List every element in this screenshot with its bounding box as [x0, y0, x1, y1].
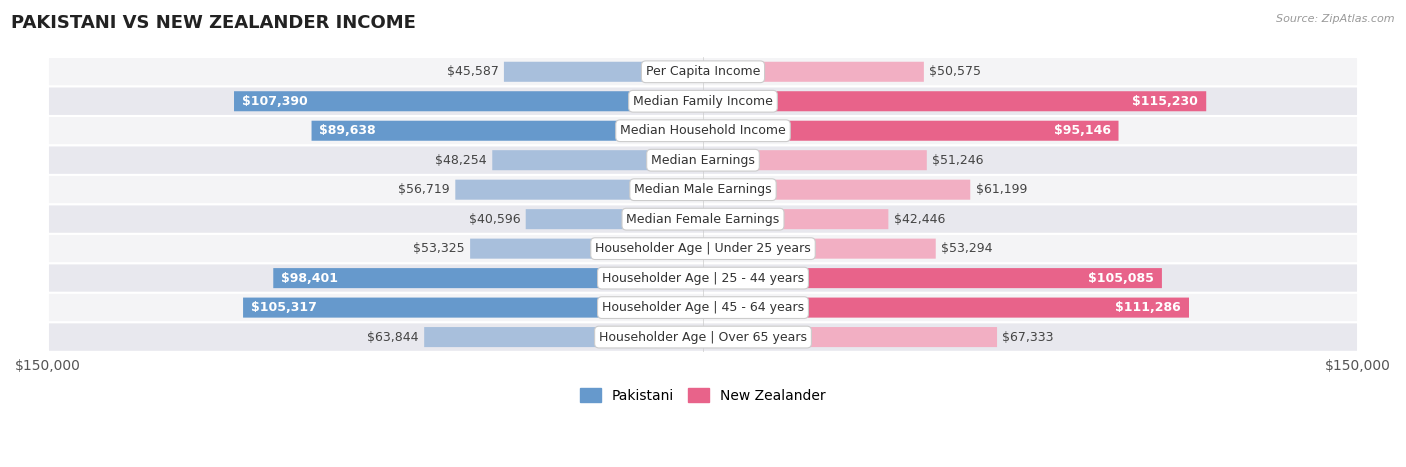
FancyBboxPatch shape [703, 297, 1189, 318]
FancyBboxPatch shape [703, 150, 927, 170]
Text: $51,246: $51,246 [932, 154, 984, 167]
Text: $115,230: $115,230 [1132, 95, 1198, 108]
Text: Median Household Income: Median Household Income [620, 124, 786, 137]
Text: $67,333: $67,333 [1002, 331, 1053, 344]
FancyBboxPatch shape [703, 209, 889, 229]
Text: $53,325: $53,325 [413, 242, 465, 255]
FancyBboxPatch shape [703, 268, 1161, 288]
Text: Median Male Earnings: Median Male Earnings [634, 183, 772, 196]
FancyBboxPatch shape [503, 62, 703, 82]
FancyBboxPatch shape [703, 239, 936, 259]
FancyBboxPatch shape [273, 268, 703, 288]
Text: Median Family Income: Median Family Income [633, 95, 773, 108]
Text: $45,587: $45,587 [447, 65, 499, 78]
FancyBboxPatch shape [48, 145, 1358, 175]
Text: $95,146: $95,146 [1053, 124, 1111, 137]
FancyBboxPatch shape [48, 86, 1358, 116]
FancyBboxPatch shape [48, 57, 1358, 86]
Text: $105,317: $105,317 [250, 301, 316, 314]
Text: Householder Age | Over 65 years: Householder Age | Over 65 years [599, 331, 807, 344]
Text: $107,390: $107,390 [242, 95, 308, 108]
FancyBboxPatch shape [492, 150, 703, 170]
Text: Median Female Earnings: Median Female Earnings [627, 212, 779, 226]
Text: Householder Age | Under 25 years: Householder Age | Under 25 years [595, 242, 811, 255]
FancyBboxPatch shape [425, 327, 703, 347]
FancyBboxPatch shape [48, 175, 1358, 205]
FancyBboxPatch shape [48, 116, 1358, 146]
Text: $48,254: $48,254 [436, 154, 486, 167]
Text: $111,286: $111,286 [1115, 301, 1181, 314]
Text: $50,575: $50,575 [929, 65, 981, 78]
FancyBboxPatch shape [703, 120, 1119, 141]
Legend: Pakistani, New Zealander: Pakistani, New Zealander [574, 381, 832, 410]
Text: $53,294: $53,294 [941, 242, 993, 255]
Text: $42,446: $42,446 [894, 212, 945, 226]
Text: $40,596: $40,596 [468, 212, 520, 226]
Text: $56,719: $56,719 [398, 183, 450, 196]
Text: $63,844: $63,844 [367, 331, 419, 344]
FancyBboxPatch shape [470, 239, 703, 259]
FancyBboxPatch shape [703, 327, 997, 347]
Text: PAKISTANI VS NEW ZEALANDER INCOME: PAKISTANI VS NEW ZEALANDER INCOME [11, 14, 416, 32]
Text: Householder Age | 45 - 64 years: Householder Age | 45 - 64 years [602, 301, 804, 314]
FancyBboxPatch shape [48, 263, 1358, 293]
FancyBboxPatch shape [703, 91, 1206, 111]
FancyBboxPatch shape [48, 293, 1358, 322]
FancyBboxPatch shape [312, 120, 703, 141]
Text: $98,401: $98,401 [281, 272, 337, 284]
Text: $89,638: $89,638 [319, 124, 375, 137]
FancyBboxPatch shape [703, 62, 924, 82]
FancyBboxPatch shape [243, 297, 703, 318]
FancyBboxPatch shape [48, 322, 1358, 352]
FancyBboxPatch shape [703, 180, 970, 200]
FancyBboxPatch shape [48, 205, 1358, 234]
Text: $61,199: $61,199 [976, 183, 1026, 196]
Text: Median Earnings: Median Earnings [651, 154, 755, 167]
FancyBboxPatch shape [456, 180, 703, 200]
Text: Householder Age | 25 - 44 years: Householder Age | 25 - 44 years [602, 272, 804, 284]
FancyBboxPatch shape [233, 91, 703, 111]
Text: Source: ZipAtlas.com: Source: ZipAtlas.com [1277, 14, 1395, 24]
Text: Per Capita Income: Per Capita Income [645, 65, 761, 78]
Text: $105,085: $105,085 [1088, 272, 1154, 284]
FancyBboxPatch shape [526, 209, 703, 229]
FancyBboxPatch shape [48, 234, 1358, 263]
